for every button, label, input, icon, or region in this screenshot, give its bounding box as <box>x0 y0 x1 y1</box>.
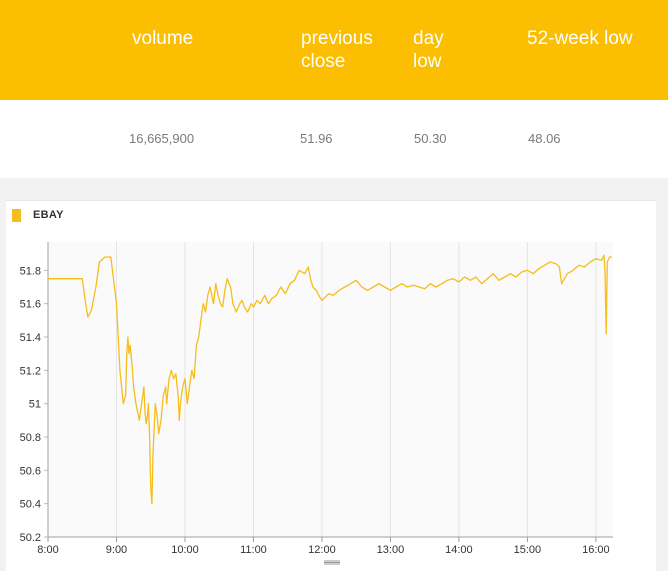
y-tick-label: 51 <box>29 399 41 411</box>
stats-header-bar: volume previous close day low 52-week lo… <box>0 0 668 100</box>
y-tick-label: 50.6 <box>20 465 41 477</box>
y-tick-label: 51.6 <box>20 299 41 311</box>
y-tick-label: 50.2 <box>20 532 41 544</box>
x-tick-label: 14:00 <box>445 544 473 556</box>
y-tick-label: 51.8 <box>20 265 41 277</box>
x-tick-label: 8:00 <box>37 544 58 556</box>
x-tick-label: 9:00 <box>106 544 127 556</box>
value-volume: 16,665,900 <box>129 131 195 146</box>
y-tick-label: 50.4 <box>20 499 41 511</box>
x-tick-label: 10:00 <box>171 544 199 556</box>
y-tick-label: 50.8 <box>20 432 41 444</box>
value-previous-close: 51.96 <box>300 131 333 146</box>
value-day-low: 50.30 <box>414 131 447 146</box>
x-tick-label: 12:00 <box>308 544 336 556</box>
header-previous-close: previous close <box>301 28 373 72</box>
x-tick-label: 11:00 <box>240 544 267 556</box>
header-day-low: day low <box>413 28 444 72</box>
x-tick-label: 15:00 <box>514 544 542 556</box>
plot-area <box>48 242 613 537</box>
x-tick-label: 16:00 <box>582 544 610 556</box>
header-52-week-low: 52-week low <box>527 28 633 49</box>
header-volume: volume <box>132 28 194 49</box>
y-tick-label: 51.2 <box>20 365 41 377</box>
series-line-ebay[interactable] <box>48 254 612 505</box>
stats-values-row: 16,665,900 51.96 50.30 48.06 <box>0 100 668 178</box>
x-tick-label: 13:00 <box>377 544 405 556</box>
value-52-week-low: 48.06 <box>528 131 561 146</box>
legend-swatch <box>12 209 21 222</box>
y-tick-label: 51.4 <box>20 332 41 344</box>
legend-label-ebay: EBAY <box>33 209 64 221</box>
